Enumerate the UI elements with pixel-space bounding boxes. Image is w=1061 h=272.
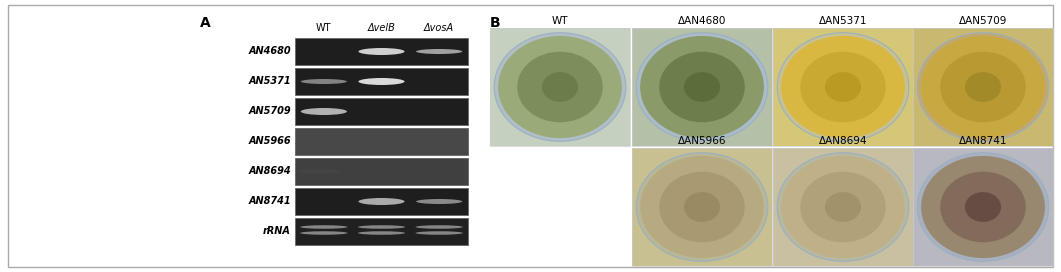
Ellipse shape bbox=[359, 198, 404, 205]
Ellipse shape bbox=[800, 52, 886, 122]
Ellipse shape bbox=[300, 225, 347, 229]
Ellipse shape bbox=[781, 36, 905, 138]
Bar bbox=[295, 68, 468, 95]
Bar bbox=[632, 28, 772, 146]
Text: AN5371: AN5371 bbox=[248, 76, 291, 86]
Ellipse shape bbox=[917, 153, 1049, 261]
Ellipse shape bbox=[800, 172, 886, 242]
Ellipse shape bbox=[964, 192, 1002, 222]
Ellipse shape bbox=[964, 72, 1002, 102]
Ellipse shape bbox=[358, 225, 405, 229]
Ellipse shape bbox=[300, 231, 347, 235]
Bar bbox=[773, 148, 914, 266]
Ellipse shape bbox=[778, 33, 909, 141]
Ellipse shape bbox=[684, 192, 720, 222]
Bar bbox=[295, 158, 468, 185]
Ellipse shape bbox=[416, 49, 463, 54]
Bar bbox=[914, 28, 1053, 146]
Ellipse shape bbox=[684, 72, 720, 102]
Ellipse shape bbox=[542, 72, 578, 102]
Ellipse shape bbox=[778, 153, 909, 261]
Bar bbox=[295, 188, 468, 215]
Bar bbox=[632, 148, 772, 266]
Text: ΔvosA: ΔvosA bbox=[424, 23, 454, 33]
Ellipse shape bbox=[499, 36, 622, 138]
Bar bbox=[490, 28, 630, 146]
Text: A: A bbox=[201, 16, 211, 30]
Ellipse shape bbox=[781, 156, 905, 258]
Ellipse shape bbox=[637, 33, 768, 141]
Ellipse shape bbox=[359, 78, 404, 85]
Ellipse shape bbox=[300, 108, 347, 115]
Ellipse shape bbox=[659, 172, 745, 242]
Bar bbox=[773, 28, 914, 146]
Text: ΔAN8741: ΔAN8741 bbox=[959, 136, 1007, 146]
Ellipse shape bbox=[296, 169, 340, 174]
Ellipse shape bbox=[940, 172, 1026, 242]
Ellipse shape bbox=[358, 231, 405, 235]
Ellipse shape bbox=[640, 36, 764, 138]
Text: WT: WT bbox=[552, 16, 569, 26]
Ellipse shape bbox=[359, 48, 404, 55]
Bar bbox=[773, 148, 914, 266]
Bar bbox=[490, 28, 630, 146]
Ellipse shape bbox=[917, 33, 1049, 141]
Bar bbox=[914, 148, 1053, 266]
Ellipse shape bbox=[921, 36, 1045, 138]
Bar bbox=[914, 148, 1053, 266]
Ellipse shape bbox=[824, 72, 862, 102]
Ellipse shape bbox=[659, 52, 745, 122]
Bar bbox=[295, 128, 468, 155]
Bar bbox=[295, 98, 468, 125]
Bar bbox=[914, 28, 1053, 146]
Bar bbox=[295, 218, 468, 245]
Text: ΔAN8694: ΔAN8694 bbox=[819, 136, 867, 146]
Ellipse shape bbox=[416, 199, 463, 204]
Text: AN5966: AN5966 bbox=[248, 137, 291, 147]
Text: ΔAN5709: ΔAN5709 bbox=[959, 16, 1007, 26]
Bar bbox=[632, 148, 772, 266]
Text: ΔvelB: ΔvelB bbox=[367, 23, 396, 33]
Text: rRNA: rRNA bbox=[263, 227, 291, 236]
Ellipse shape bbox=[416, 231, 463, 235]
Ellipse shape bbox=[517, 52, 603, 122]
Text: AN8741: AN8741 bbox=[248, 196, 291, 206]
Ellipse shape bbox=[640, 156, 764, 258]
Ellipse shape bbox=[637, 153, 768, 261]
Ellipse shape bbox=[494, 33, 626, 141]
Text: WT: WT bbox=[316, 23, 332, 33]
Bar bbox=[773, 28, 914, 146]
Text: AN5709: AN5709 bbox=[248, 107, 291, 116]
Text: B: B bbox=[490, 16, 501, 30]
Bar bbox=[632, 28, 772, 146]
Text: ΔAN4680: ΔAN4680 bbox=[678, 16, 726, 26]
Text: AN4680: AN4680 bbox=[248, 47, 291, 57]
Ellipse shape bbox=[824, 192, 862, 222]
Ellipse shape bbox=[940, 52, 1026, 122]
Ellipse shape bbox=[921, 156, 1045, 258]
Ellipse shape bbox=[416, 225, 463, 229]
Text: ΔAN5371: ΔAN5371 bbox=[819, 16, 867, 26]
Bar bbox=[295, 38, 468, 65]
Text: ΔAN5966: ΔAN5966 bbox=[678, 136, 726, 146]
Text: AN8694: AN8694 bbox=[248, 166, 291, 177]
Ellipse shape bbox=[300, 79, 347, 84]
